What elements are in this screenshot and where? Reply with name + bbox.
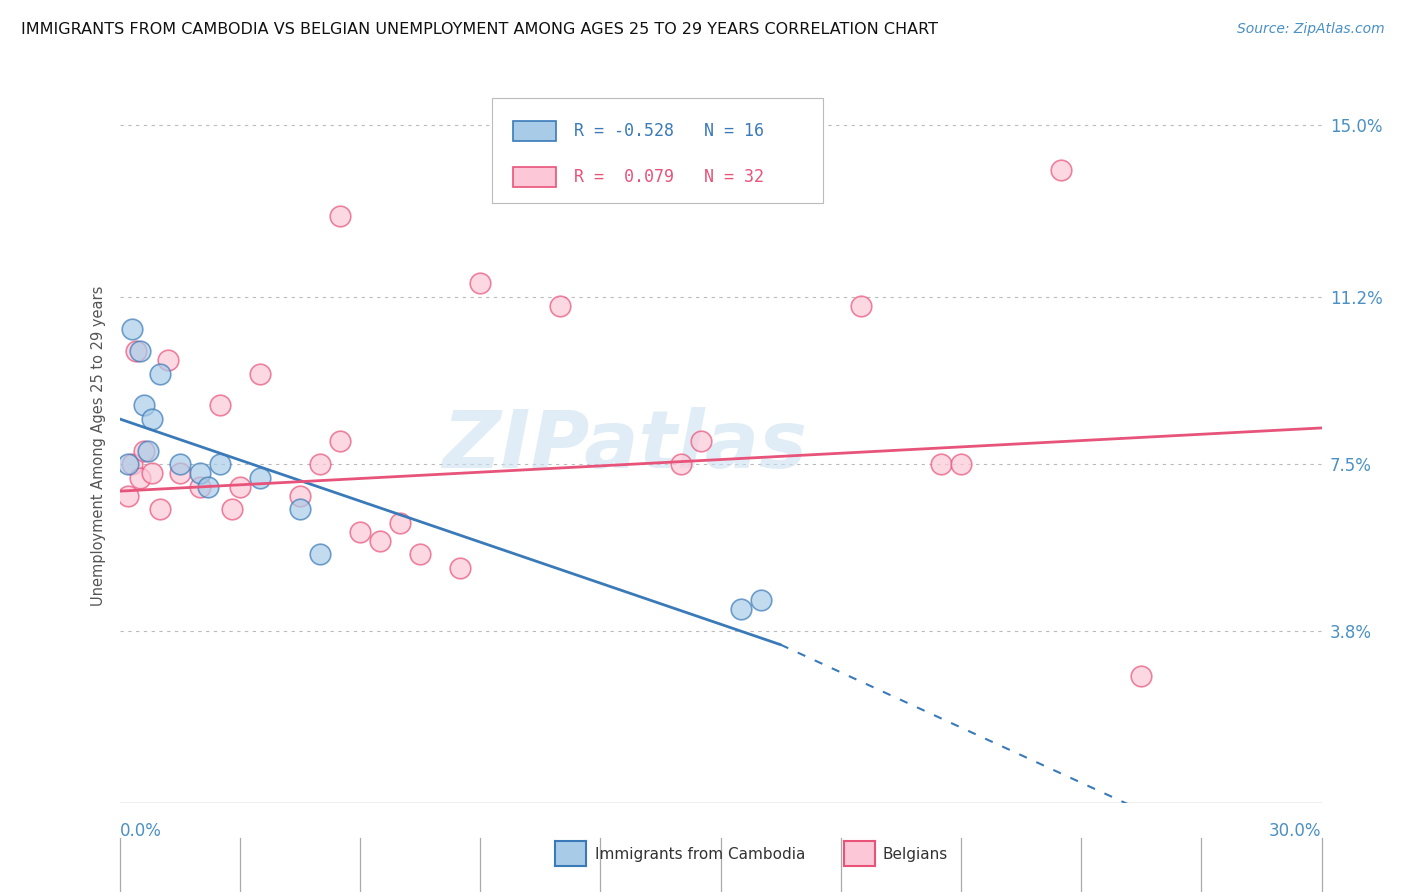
Point [117,457,139,471]
Point [309,548,332,562]
Text: R =  0.079   N = 32: R = 0.079 N = 32 [575,168,765,186]
Point [149,502,172,516]
Point [749,592,772,607]
Point [249,470,271,484]
Point [1130,669,1153,683]
Text: 30.0%: 30.0% [1270,822,1322,840]
Point [929,457,952,471]
Point [169,457,191,471]
Point [288,489,311,503]
Point [149,367,172,381]
Point [548,299,571,313]
Point [221,502,243,516]
Text: Source: ZipAtlas.com: Source: ZipAtlas.com [1237,22,1385,37]
Point [329,434,352,449]
FancyBboxPatch shape [492,98,823,203]
Point [141,412,163,426]
Point [141,466,163,480]
Point [1050,163,1073,178]
Text: IMMIGRANTS FROM CAMBODIA VS BELGIAN UNEMPLOYMENT AMONG AGES 25 TO 29 YEARS CORRE: IMMIGRANTS FROM CAMBODIA VS BELGIAN UNEM… [21,22,938,37]
Point [128,470,150,484]
Point [121,457,143,471]
Point [208,398,231,412]
Point [169,466,191,480]
Point [132,443,155,458]
Point [188,480,211,494]
Point [669,457,692,471]
Point [117,489,139,503]
FancyBboxPatch shape [513,167,557,187]
Point [689,434,711,449]
Point [470,277,492,291]
Text: ZIPatlas: ZIPatlas [441,407,807,485]
Point [409,548,432,562]
Point [132,398,155,412]
Y-axis label: Unemployment Among Ages 25 to 29 years: Unemployment Among Ages 25 to 29 years [90,285,105,607]
Point [128,344,150,359]
Point [388,516,411,530]
Point [950,457,973,471]
Point [197,480,219,494]
Point [349,524,371,539]
Point [449,561,471,575]
Text: 0.0%: 0.0% [120,822,162,840]
Point [124,344,146,359]
Point [368,533,391,548]
Point [228,480,252,494]
Point [329,209,352,223]
Point [288,502,311,516]
Point [121,321,143,335]
Text: Belgians: Belgians [883,847,948,862]
Point [136,443,159,458]
Text: Immigrants from Cambodia: Immigrants from Cambodia [595,847,806,862]
Point [849,299,872,313]
Point [249,367,271,381]
Point [188,466,211,480]
Point [730,601,752,615]
FancyBboxPatch shape [513,120,557,141]
Point [208,457,231,471]
Point [156,353,179,368]
Text: R = -0.528   N = 16: R = -0.528 N = 16 [575,121,765,139]
Point [309,457,332,471]
